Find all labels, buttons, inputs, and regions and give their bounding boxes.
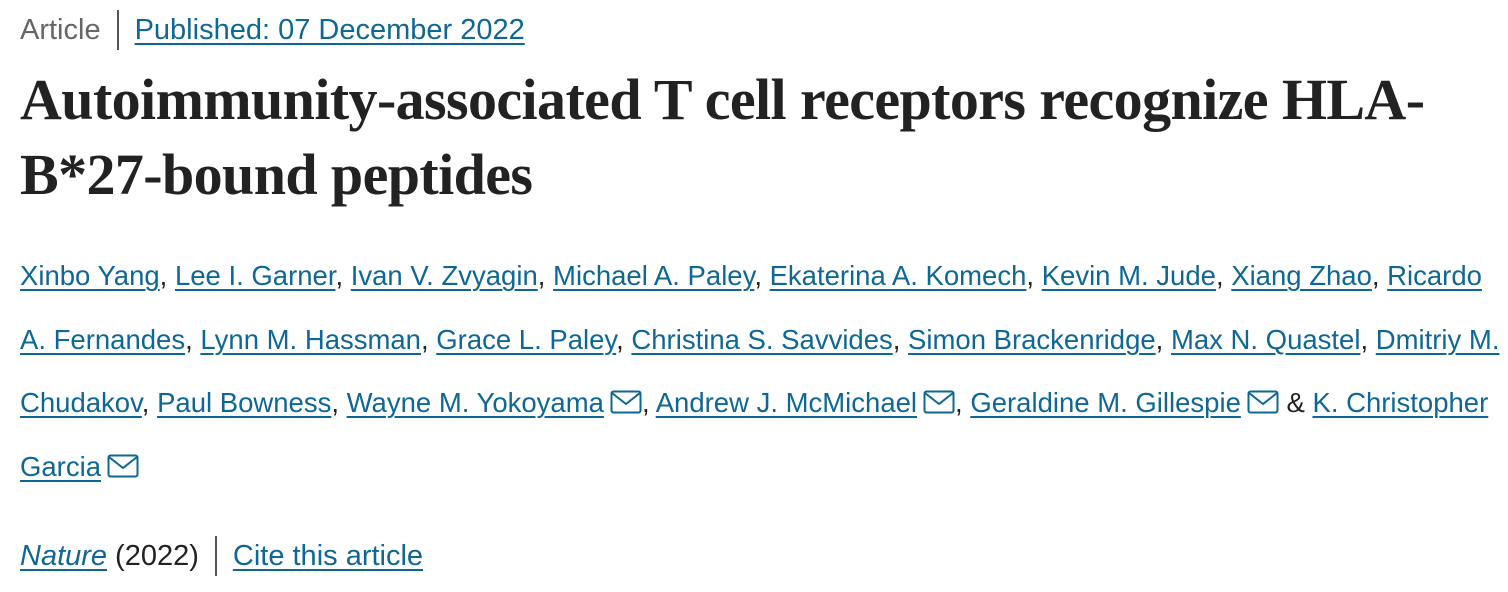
author-link[interactable]: Dmitriy M. Chudakov	[20, 323, 1500, 419]
author-separator: ,	[331, 387, 347, 418]
separator	[214, 536, 217, 576]
author-link[interactable]: Max N. Quastel	[1170, 323, 1361, 355]
cite-link[interactable]: Cite this article	[232, 540, 424, 572]
separator	[116, 10, 119, 50]
year: (2022)	[115, 540, 199, 572]
author-link[interactable]: Grace L. Paley	[436, 323, 617, 355]
author-link[interactable]: Paul Bowness	[157, 387, 332, 418]
author-link[interactable]: Michael A. Paley	[553, 260, 755, 291]
author-link[interactable]: Christina S. Savvides	[631, 323, 893, 355]
author-link[interactable]: K. Christopher Garcia	[20, 387, 1489, 482]
article-type: Article	[20, 14, 101, 46]
author-separator: &	[1278, 387, 1313, 418]
author-separator: ,	[892, 323, 909, 355]
author-separator: ,	[335, 260, 351, 291]
author-separator: ,	[141, 387, 158, 418]
author-separator: ,	[1371, 260, 1388, 291]
author-link[interactable]: Geraldine M. Gillespie	[970, 387, 1241, 418]
author-link[interactable]: Ricardo A. Fernandes	[20, 260, 1482, 355]
author-separator: ,	[1155, 323, 1171, 355]
published-date[interactable]: Published: 07 December 2022	[134, 14, 525, 46]
author-separator: ,	[159, 260, 175, 291]
author-link[interactable]: Lynn M. Hassman	[200, 323, 421, 355]
author-separator: ,	[420, 323, 437, 355]
author-separator: ,	[185, 323, 201, 355]
author-separator: ,	[616, 323, 632, 355]
email-icon[interactable]	[923, 390, 955, 414]
author-separator: ,	[1360, 323, 1376, 355]
author-link[interactable]: Andrew J. McMichael	[655, 387, 918, 418]
author-link[interactable]: Xinbo Yang	[20, 260, 160, 291]
author-separator: ,	[641, 387, 656, 418]
author-separator: ,	[1215, 260, 1232, 291]
author-link[interactable]: Lee I. Garner	[174, 260, 336, 291]
author-link[interactable]: Wayne M. Yokoyama	[346, 387, 604, 418]
email-icon[interactable]	[610, 390, 642, 414]
email-icon[interactable]	[1247, 390, 1279, 414]
author-link[interactable]: Ivan V. Zvyagin	[350, 260, 538, 291]
author-link[interactable]: Ekaterina A. Komech	[769, 260, 1027, 291]
email-icon[interactable]	[107, 454, 139, 478]
author-separator: ,	[1026, 260, 1042, 291]
author-link[interactable]: Kevin M. Jude	[1041, 260, 1216, 291]
journal[interactable]: Nature	[20, 540, 108, 572]
author-separator: ,	[955, 387, 971, 418]
author-list: Xinbo Yang, Lee I. Garner, Ivan V. Zvyag…	[20, 244, 1500, 498]
author-separator: ,	[537, 260, 554, 291]
author-link[interactable]: Xiang Zhao	[1231, 260, 1372, 291]
footer: Nature (2022) Cite this article	[20, 536, 423, 576]
author-separator: ,	[754, 260, 770, 291]
article-title: Autoimmunity-associated T cell receptors…	[20, 67, 1425, 207]
author-link[interactable]: Simon Brackenridge	[908, 323, 1156, 355]
header: Article Published: 07 December 2022	[20, 10, 525, 50]
